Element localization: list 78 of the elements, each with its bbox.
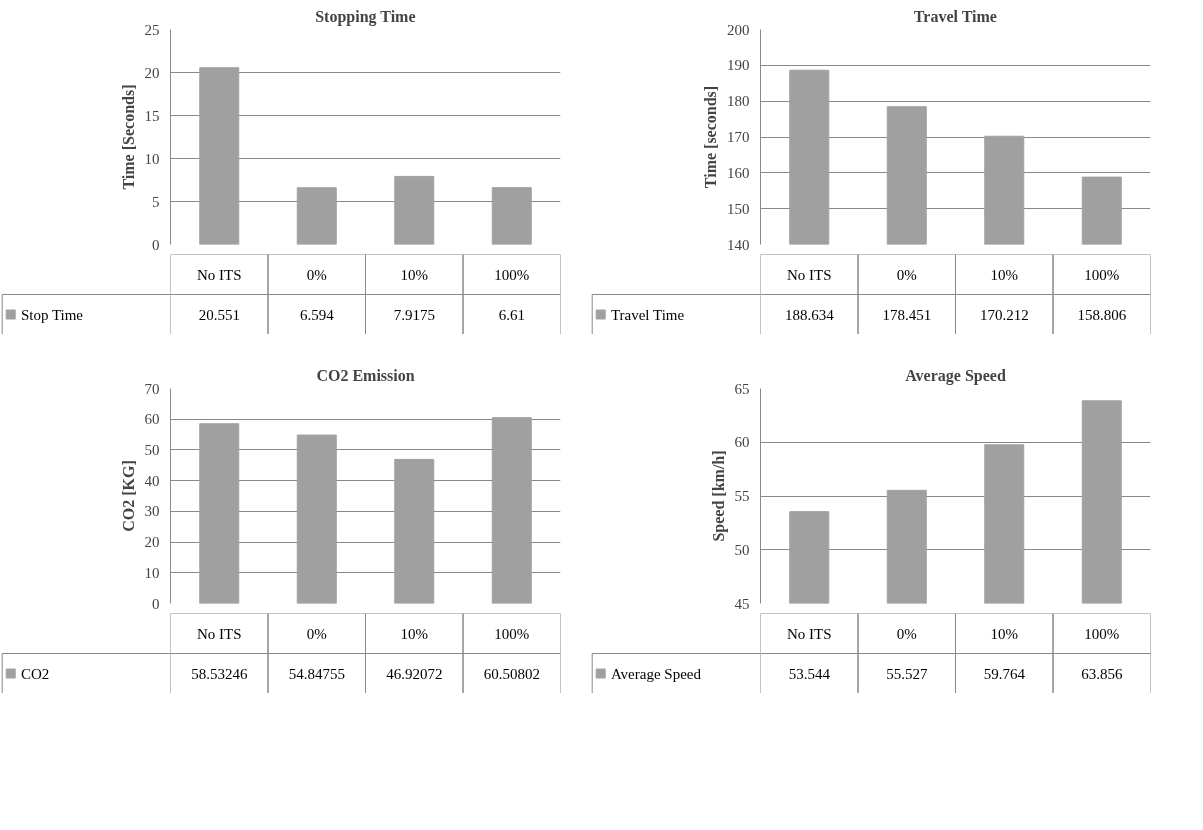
y-tick-label: 50	[734, 541, 750, 558]
data-label: 178.451	[882, 306, 932, 323]
y-tick-label: 180	[727, 93, 750, 110]
bar	[394, 458, 435, 604]
x-tick-label: 10%	[400, 625, 428, 642]
x-tick-label: 100%	[494, 625, 530, 642]
legend-label: Travel Time	[610, 306, 685, 323]
y-tick-label: 60	[144, 411, 160, 428]
y-tick-label: 0	[152, 236, 160, 253]
x-tick-label: No ITS	[196, 266, 242, 283]
data-label: 7.9175	[393, 306, 435, 323]
x-tick-label: No ITS	[786, 625, 832, 642]
y-tick-label: 170	[727, 129, 750, 145]
chart-title: Travel Time	[913, 7, 997, 25]
bar	[491, 187, 532, 245]
x-tick-label: 100%	[494, 266, 530, 283]
y-tick-label: 10	[144, 150, 160, 167]
y-tick-label: 65	[734, 380, 750, 397]
x-tick-label: 100%	[1084, 625, 1120, 642]
y-tick-label: 190	[727, 57, 750, 74]
y-axis-title: Speed [km/h]	[709, 450, 728, 542]
x-tick-label: No ITS	[196, 625, 242, 642]
data-label: 158.806	[1077, 306, 1127, 323]
x-tick-label: 10%	[400, 266, 428, 283]
chart-title: Stopping Time	[315, 7, 416, 26]
y-tick-label: 150	[727, 200, 750, 217]
data-label: 60.50802	[483, 665, 540, 682]
data-label: 6.594	[299, 306, 335, 323]
y-tick-label: 55	[734, 488, 750, 504]
legend-label: CO2	[20, 665, 50, 682]
bar	[296, 434, 337, 604]
data-label: 170.212	[979, 306, 1029, 323]
bar	[199, 423, 240, 604]
y-tick-label: 40	[144, 472, 160, 489]
data-label: 188.634	[784, 306, 835, 323]
chart-title: CO2 Emission	[316, 366, 415, 384]
y-tick-label: 25	[144, 21, 160, 38]
data-label: 58.53246	[191, 665, 248, 682]
y-tick-label: 140	[727, 236, 750, 253]
y-tick-label: 50	[144, 441, 160, 458]
y-tick-label: 60	[734, 434, 750, 451]
y-tick-label: 20	[144, 64, 160, 81]
x-tick-label: No ITS	[786, 266, 832, 283]
x-tick-label: 0%	[896, 625, 917, 642]
bar	[491, 417, 532, 604]
y-axis-title: CO2 [KG]	[119, 460, 137, 532]
data-label: 53.544	[788, 665, 831, 682]
x-tick-label: 10%	[990, 266, 1018, 283]
y-tick-label: 0	[152, 595, 160, 612]
y-tick-label: 20	[144, 534, 160, 551]
y-tick-label: 30	[144, 503, 160, 520]
data-label: 59.764	[983, 665, 1026, 682]
data-label: 46.92072	[386, 665, 443, 682]
data-label: 6.61	[498, 306, 525, 323]
x-tick-label: 0%	[306, 266, 327, 283]
x-tick-label: 0%	[306, 625, 327, 642]
bar	[296, 187, 337, 245]
bar	[199, 67, 240, 245]
y-tick-label: 70	[144, 380, 160, 397]
y-axis-title: Time [Seconds]	[119, 84, 137, 190]
data-label: 54.84755	[288, 665, 345, 682]
data-label: 20.551	[198, 306, 240, 323]
x-tick-label: 0%	[896, 266, 917, 283]
y-tick-label: 200	[727, 21, 750, 38]
y-tick-label: 45	[734, 595, 750, 612]
y-axis-title: Time [seconds]	[702, 85, 719, 189]
legend-label: Average Speed	[610, 665, 702, 682]
data-label: 55.527	[886, 665, 928, 682]
legend-label: Stop Time	[20, 306, 84, 323]
y-tick-label: 10	[144, 564, 160, 581]
x-tick-label: 10%	[990, 625, 1018, 642]
data-label: 63.856	[1081, 665, 1123, 682]
y-tick-label: 160	[727, 164, 750, 181]
bar	[394, 175, 435, 245]
x-tick-label: 100%	[1084, 266, 1120, 283]
y-tick-label: 15	[144, 107, 160, 124]
y-tick-label: 5	[152, 193, 160, 210]
chart-title: Average Speed	[905, 366, 1006, 385]
